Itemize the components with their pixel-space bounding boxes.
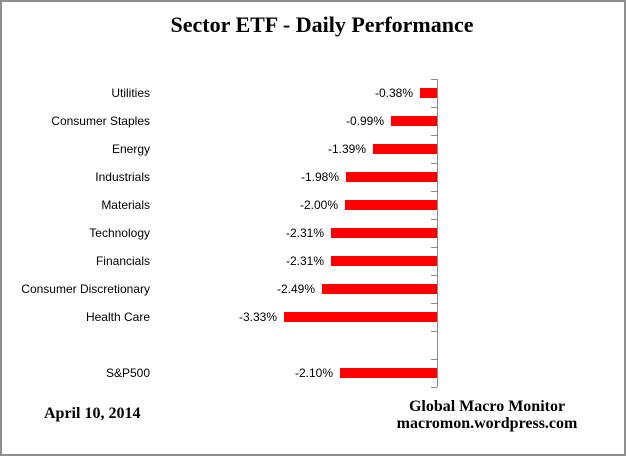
value-label: -2.49% [276, 282, 315, 296]
axis-tick [431, 387, 437, 388]
value-label: -1.39% [327, 142, 366, 156]
bar-row: Consumer Staples -0.99% [2, 107, 437, 135]
performance-bar [345, 200, 437, 210]
category-label: Health Care [85, 310, 150, 324]
performance-bar [420, 88, 437, 98]
value-label: -1.98% [300, 170, 339, 184]
axis-tick [431, 275, 437, 276]
bar-row [2, 331, 437, 359]
source-name: Global Macro Monitor [408, 398, 566, 415]
axis-tick [431, 163, 437, 164]
axis-tick [431, 135, 437, 136]
bar-row: Materials -2.00% [2, 191, 437, 219]
category-label: Utilities [111, 86, 150, 100]
source-attribution: Global Macro Monitor macromon.wordpress.… [377, 398, 597, 432]
category-label: Industrials [95, 170, 150, 184]
value-label: -3.33% [238, 310, 277, 324]
performance-bar [331, 228, 437, 238]
bar-row: Industrials -1.98% [2, 163, 437, 191]
performance-bar [346, 172, 437, 182]
category-label: Financials [95, 254, 150, 268]
source-url: macromon.wordpress.com [396, 415, 578, 432]
performance-bar [340, 368, 437, 378]
value-label: -0.99% [345, 114, 384, 128]
category-label: S&P500 [105, 366, 150, 380]
category-label: Energy [111, 142, 150, 156]
bar-row: Financials -2.31% [2, 247, 437, 275]
bar-row: Energy -1.39% [2, 135, 437, 163]
category-label: Consumer Discretionary [21, 282, 150, 296]
performance-bar [322, 284, 437, 294]
category-label: Consumer Staples [51, 114, 150, 128]
axis-tick [431, 247, 437, 248]
axis-tick [431, 331, 437, 332]
bar-row: Technology -2.31% [2, 219, 437, 247]
bar-row: S&P500 -2.10% [2, 359, 437, 387]
axis-tick [431, 219, 437, 220]
bar-row: Utilities -0.38% [2, 79, 437, 107]
axis-tick [431, 191, 437, 192]
bar-row: Consumer Discretionary -2.49% [2, 275, 437, 303]
category-axis-line [437, 79, 438, 387]
value-label: -2.00% [299, 198, 338, 212]
category-label: Technology [89, 226, 150, 240]
axis-tick [431, 107, 437, 108]
value-label: -2.31% [285, 226, 324, 240]
axis-tick [431, 359, 437, 360]
performance-bar [331, 256, 437, 266]
bar-row: Health Care -3.33% [2, 303, 437, 331]
footer-date: April 10, 2014 [44, 405, 141, 422]
chart-title: Sector ETF - Daily Performance [170, 12, 474, 37]
axis-tick [431, 79, 437, 80]
value-label: -2.10% [294, 366, 333, 380]
performance-bar [284, 312, 437, 322]
axis-tick [431, 303, 437, 304]
performance-bar [391, 116, 437, 126]
category-label: Materials [101, 198, 150, 212]
value-label: -2.31% [285, 254, 324, 268]
performance-bar [373, 144, 437, 154]
value-label: -0.38% [374, 86, 413, 100]
